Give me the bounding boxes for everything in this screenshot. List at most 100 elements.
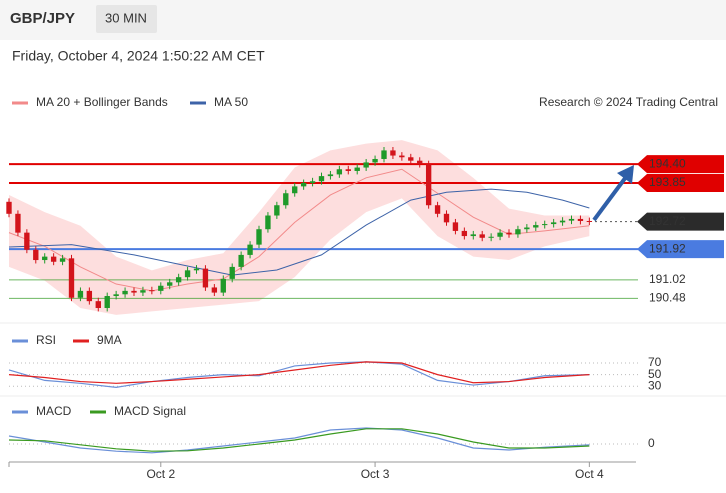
series-line (8, 188, 590, 276)
candle-body (104, 296, 110, 309)
level-label: 193.85 (649, 175, 686, 189)
candle-body (167, 282, 173, 286)
level-label: 191.02 (649, 272, 686, 286)
legend-label: MACD (36, 404, 72, 418)
y-tick-label: 0 (648, 436, 655, 450)
candle-body (292, 186, 298, 194)
candle-body (140, 290, 146, 293)
candle-body (470, 234, 476, 237)
candle-body (274, 205, 280, 216)
candle-body (479, 234, 485, 238)
candle-body (399, 155, 405, 158)
series-line (8, 427, 590, 454)
y-tick-label: 70 (648, 355, 662, 369)
level-tag (637, 240, 724, 259)
legend-label: 9MA (97, 333, 122, 347)
candle-body (59, 258, 66, 262)
candle-body (247, 244, 253, 255)
candle-body (408, 157, 414, 161)
candle-body (425, 164, 432, 206)
series-line (8, 361, 590, 388)
candle-body (497, 232, 503, 237)
candle-body (184, 270, 191, 278)
candle-body (229, 266, 235, 279)
candle-body (256, 229, 262, 245)
candle-body (283, 193, 289, 206)
candle-body (345, 169, 351, 171)
candle-body (372, 158, 378, 163)
candle-body (577, 218, 584, 221)
candle-body (336, 169, 343, 175)
symbol: GBP/JPY (10, 10, 75, 27)
candle-body (568, 218, 575, 221)
x-tick-label: Oct 4 (575, 467, 604, 481)
candle-body (452, 222, 459, 231)
candle-body (461, 230, 468, 237)
candle-body (95, 301, 101, 309)
candle-body (193, 268, 200, 271)
candle-body (488, 236, 494, 238)
candle-body (506, 232, 512, 235)
level-label: 192.72 (649, 214, 686, 228)
candle-body (524, 227, 530, 230)
candle-body (309, 181, 316, 183)
candle-body (68, 258, 75, 298)
series-line (8, 168, 590, 292)
candle-body (363, 162, 369, 168)
candle-body (542, 224, 548, 226)
interval[interactable]: 30 MIN (105, 10, 147, 25)
candle-body (158, 285, 164, 291)
candle-body (586, 220, 593, 222)
x-tick-label: Oct 3 (361, 467, 390, 481)
candle-body (113, 294, 119, 297)
bollinger-band (9, 140, 590, 315)
interval-box[interactable] (96, 5, 157, 33)
credit: Research © 2024 Trading Central (539, 95, 718, 109)
candle-body (149, 290, 155, 292)
candle-body (211, 287, 218, 293)
candle-body (327, 174, 334, 177)
legend-label: MA 20 + Bollinger Bands (36, 95, 168, 109)
series-line (8, 428, 590, 452)
candle-body (300, 182, 307, 187)
candle-body (434, 205, 441, 214)
series-line (8, 361, 590, 384)
candle-body (24, 232, 30, 250)
datetime: Friday, October 4, 2024 1:50:22 AM CET (12, 48, 265, 64)
candle-body (33, 249, 39, 261)
candle-body (77, 290, 84, 298)
plot-layer: MA 20 + Bollinger Bands MA 50 Research © 2… (6, 95, 724, 481)
level-tag (637, 212, 724, 231)
level-tag (637, 155, 724, 174)
forecast-arrowhead (617, 165, 634, 184)
level-label: 190.48 (649, 291, 686, 305)
legend-label: MACD Signal (114, 404, 186, 418)
candle-body (6, 201, 12, 214)
candle-body (354, 167, 360, 171)
level-label: 194.40 (649, 156, 686, 170)
candle-body (86, 290, 93, 302)
candle-body (122, 290, 128, 295)
level-label: 191.92 (649, 241, 686, 255)
candle-body (443, 213, 450, 223)
candle-body (238, 254, 244, 267)
candle-body (202, 268, 209, 288)
candle-body (381, 150, 387, 159)
legend-label: RSI (36, 333, 56, 347)
candle-body (131, 290, 137, 293)
candle-body (390, 150, 396, 156)
y-tick-label: 50 (648, 367, 662, 381)
forecast-arrow (592, 175, 628, 222)
candle-body (50, 256, 57, 262)
x-tick-label: Oct 2 (146, 467, 175, 481)
candle-body (550, 222, 557, 225)
candle-body (417, 160, 423, 165)
candle-body (15, 213, 21, 233)
candle-body (42, 256, 48, 261)
candle-body (220, 278, 226, 293)
candle-body (175, 277, 182, 283)
candle-body (515, 229, 521, 235)
candle-body (559, 220, 566, 223)
